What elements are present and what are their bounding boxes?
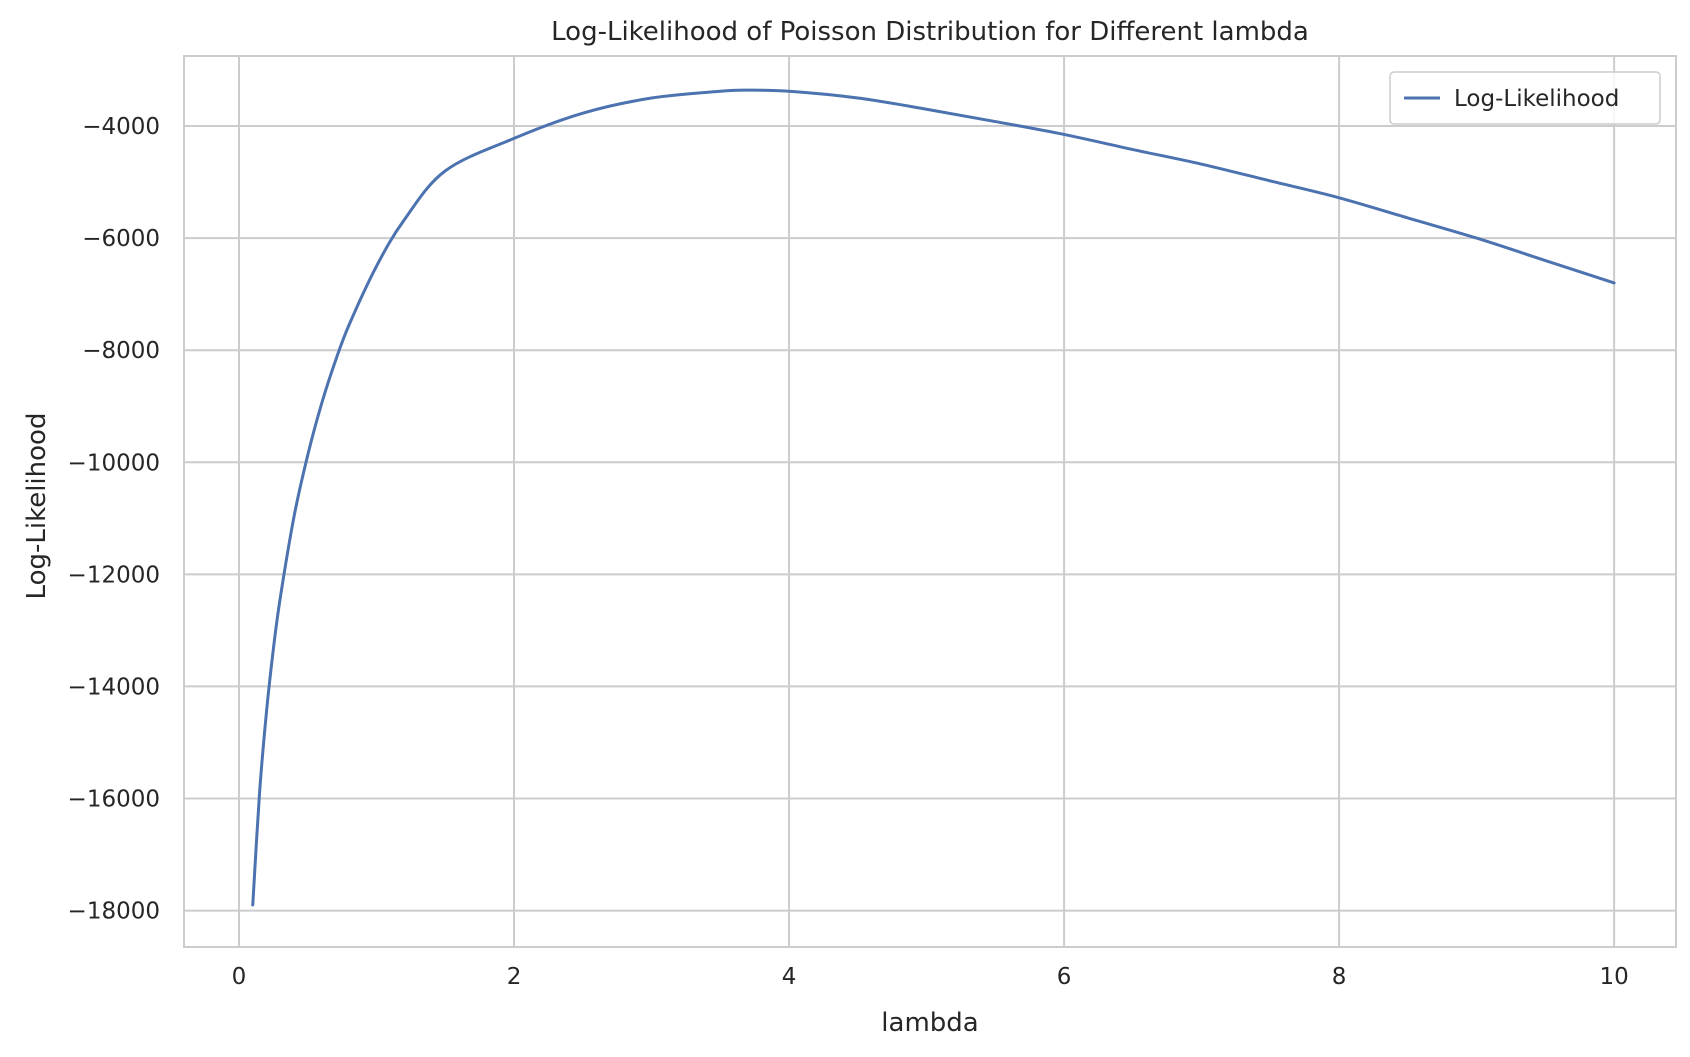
x-tick-label: 4 [782,964,797,990]
y-tick-label: −12000 [68,562,160,588]
y-axis-ticks: −18000 −16000 −14000 −12000 −10000 −8000 −6000… [68,114,160,925]
x-tick-label: 6 [1057,964,1072,990]
x-tick-label: 0 [232,964,247,990]
y-tick-label: −18000 [68,899,160,925]
y-tick-label: −6000 [82,226,160,252]
x-axis-label: lambda [881,1008,978,1038]
series-line [251,88,1616,907]
plot-frame [183,55,1677,948]
legend-box [1389,71,1661,125]
x-tick-label: 2 [507,964,522,990]
y-tick-label: −4000 [82,114,160,140]
y-tick-label: −16000 [68,787,160,813]
x-axis-ticks: 0 2 4 6 8 10 [232,964,1629,990]
x-tick-label: 8 [1332,964,1347,990]
chart-title: Log-Likelihood of Poisson Distribution f… [551,17,1309,47]
series-layer [251,88,1616,907]
plot-background [184,56,1676,947]
y-tick-label: −10000 [68,450,160,476]
legend: Log-Likelihood [1389,71,1661,125]
x-tick-label: 10 [1599,964,1628,990]
legend-label: Log-Likelihood [1454,86,1619,112]
y-tick-label: −14000 [68,674,160,700]
gridlines [184,56,1676,947]
y-tick-label: −8000 [82,338,160,364]
y-axis-label: Log-Likelihood [22,413,52,600]
